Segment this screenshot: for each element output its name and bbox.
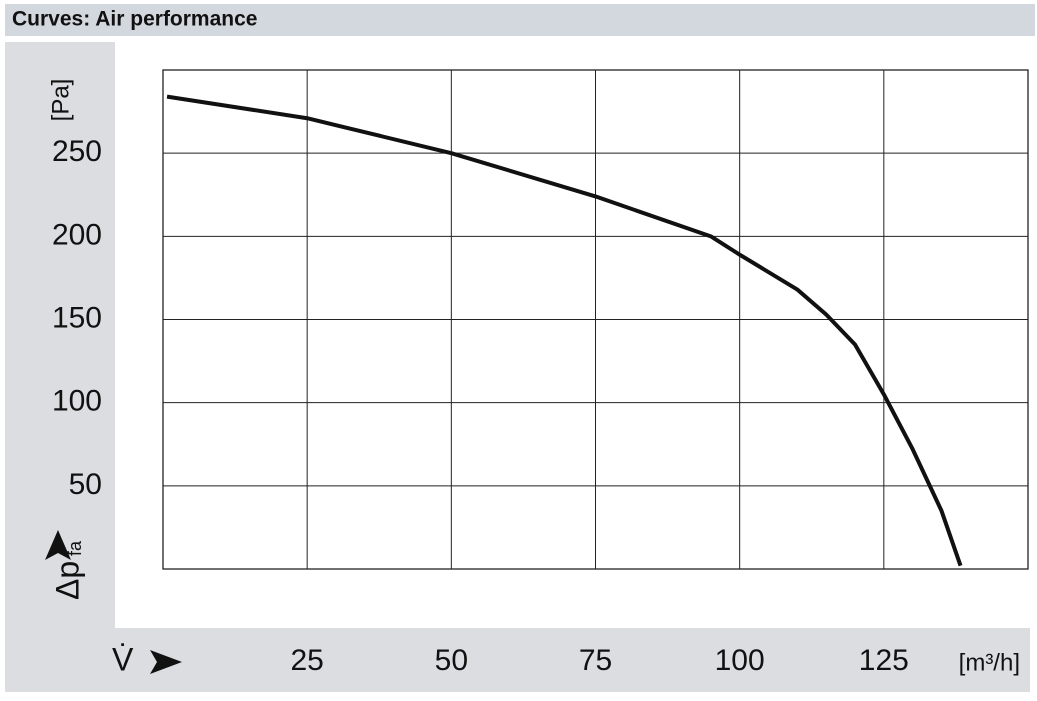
x-tick-label: 75 (579, 644, 612, 677)
x-tick-label: 125 (859, 644, 909, 677)
title-bar (5, 4, 1035, 36)
x-label: V̇ (112, 641, 134, 677)
y-tick-label: 200 (52, 218, 102, 251)
x-tick-label: 25 (290, 644, 323, 677)
x-tick-label: 100 (715, 644, 765, 677)
y-arrow (45, 530, 71, 560)
y-tick-label: 150 (52, 301, 102, 334)
x-unit: [m³/h] (959, 649, 1020, 676)
y-tick-label: 250 (52, 135, 102, 168)
y-tick-label: 50 (69, 468, 102, 501)
x-tick-label: 50 (435, 644, 468, 677)
x-arrow (150, 650, 182, 674)
curve (166, 94, 963, 567)
chart-title: Curves: Air performance (12, 8, 257, 31)
y-tick-label: 100 (52, 385, 102, 418)
y-label-sub: fa (65, 540, 85, 556)
y-unit: [Pa] (47, 79, 74, 122)
y-axis-panel (5, 42, 115, 632)
y-label: Δp (49, 561, 85, 600)
